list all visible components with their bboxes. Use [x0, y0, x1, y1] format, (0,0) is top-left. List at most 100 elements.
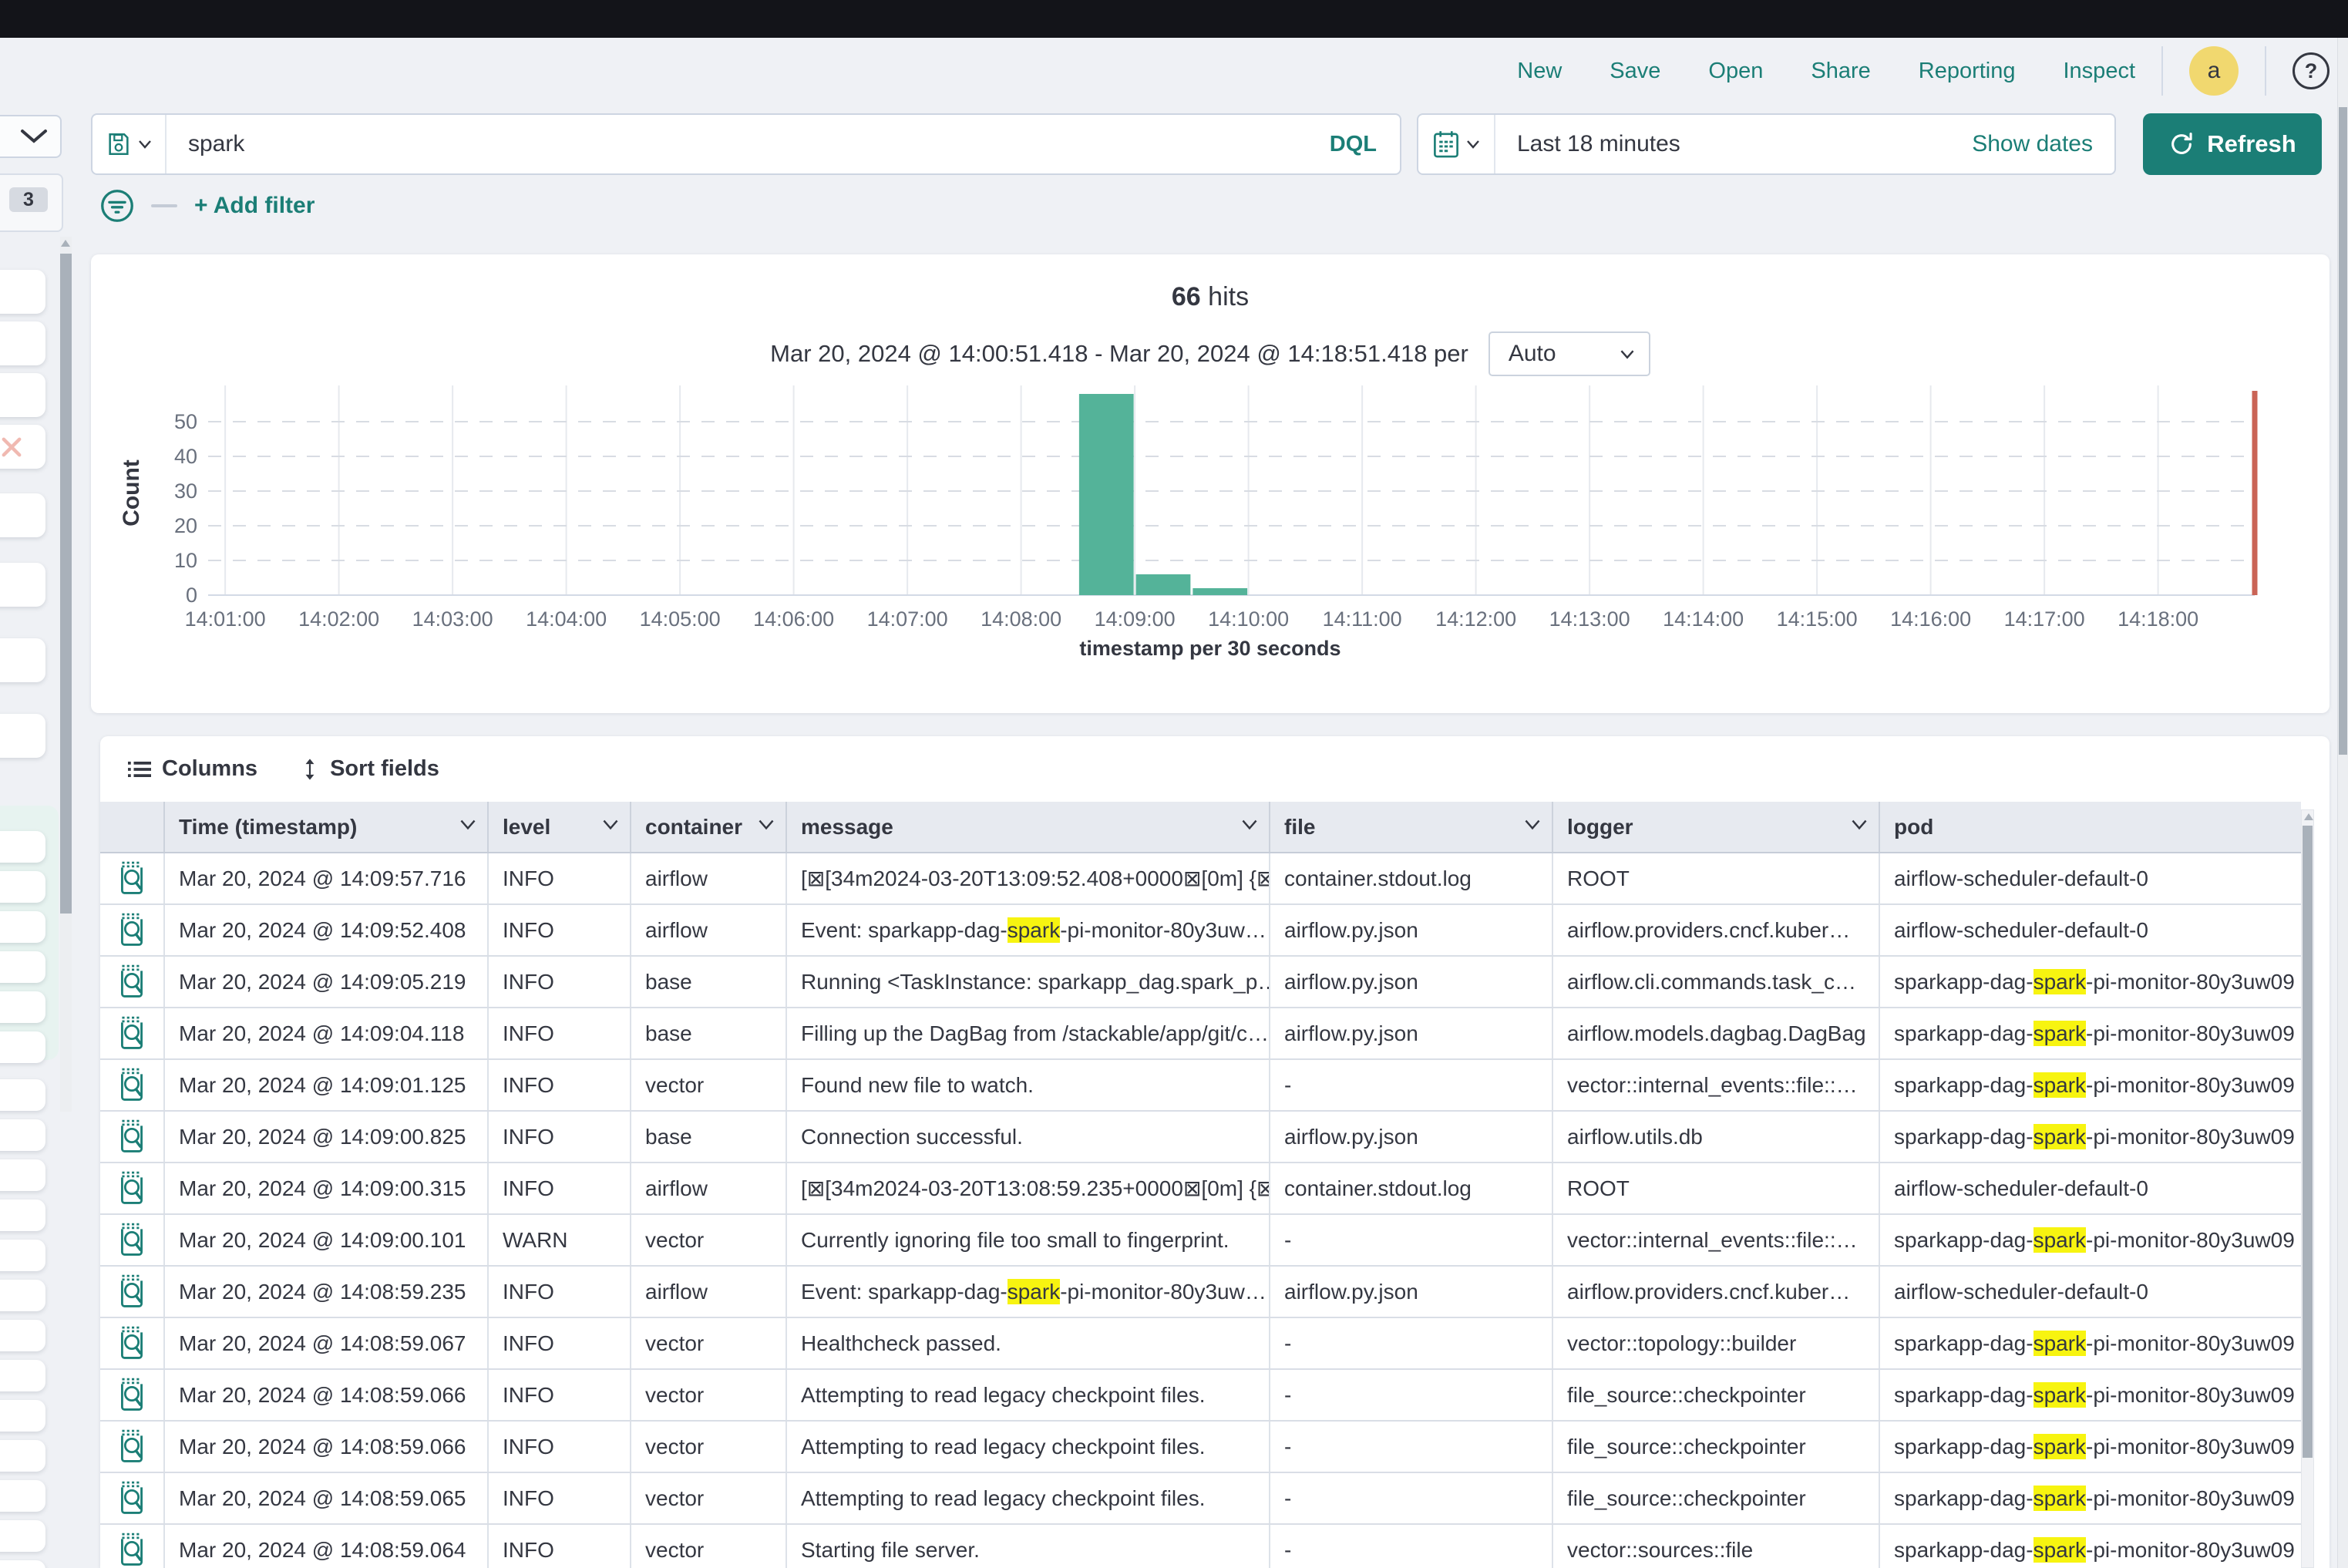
x-tick-label: 14:18:00: [2118, 607, 2198, 631]
cell-message: Connection successful.: [785, 1111, 1270, 1163]
help-icon[interactable]: ?: [2292, 52, 2329, 89]
nav-link-share[interactable]: Share: [1811, 58, 1871, 83]
cell-pod: airflow-scheduler-default-0: [1879, 1266, 2301, 1318]
table-row: Mar 20, 2024 @ 14:08:59.067 INFO vector Hea…: [100, 1317, 2301, 1370]
expand-document-button[interactable]: [117, 1167, 146, 1206]
field-card[interactable]: [0, 638, 45, 682]
left-sidebar-truncated: 3: [0, 38, 80, 1568]
column-label: pod: [1894, 814, 1934, 839]
y-axis-title: Count: [119, 459, 144, 527]
cell-file: airflow.py.json: [1269, 1266, 1552, 1318]
column-header-expand: [100, 802, 164, 853]
field-card[interactable]: [0, 1031, 45, 1063]
hits-title: 66 hits: [91, 282, 2329, 312]
expand-document-button[interactable]: [117, 857, 146, 897]
expand-document-button[interactable]: [117, 909, 146, 948]
column-header-time[interactable]: Time (timestamp): [163, 802, 488, 853]
avatar[interactable]: a: [2189, 46, 2239, 96]
sidebar-scrollbar[interactable]: [60, 237, 72, 1112]
expand-document-button[interactable]: [117, 961, 146, 1000]
field-card[interactable]: [0, 1320, 45, 1351]
field-card[interactable]: [0, 1200, 45, 1231]
expand-document-button[interactable]: [117, 1064, 146, 1103]
field-card[interactable]: [0, 373, 45, 417]
expand-document-button[interactable]: [117, 1477, 146, 1516]
sort-fields-button[interactable]: Sort fields: [301, 756, 439, 782]
field-card[interactable]: [0, 1560, 45, 1568]
calendar-button[interactable]: [1418, 115, 1495, 173]
cell-container: airflow: [630, 904, 786, 957]
expand-document-button[interactable]: [117, 1270, 146, 1310]
x-tick-label: 14:14:00: [1663, 607, 1744, 631]
nav-link-inspect[interactable]: Inspect: [2063, 58, 2136, 83]
field-card[interactable]: [0, 270, 45, 314]
nav-link-new[interactable]: New: [1517, 58, 1563, 83]
expand-document-button[interactable]: [117, 1529, 146, 1568]
page-scrollbar[interactable]: [2337, 38, 2348, 1568]
field-card[interactable]: [0, 425, 45, 469]
column-header-message[interactable]: message: [785, 802, 1270, 853]
expand-document-button[interactable]: [117, 1425, 146, 1465]
query-bar: DQL: [91, 113, 1401, 175]
expand-document-button[interactable]: [117, 1219, 146, 1258]
y-tick-label: 10: [174, 549, 197, 572]
field-card[interactable]: [0, 714, 45, 758]
sidebar-scrollbar-thumb[interactable]: [60, 254, 72, 914]
columns-button[interactable]: Columns: [128, 756, 257, 782]
selected-fields-count-badge: 3: [9, 187, 48, 212]
search-input[interactable]: [167, 131, 1307, 157]
field-card[interactable]: [0, 1440, 45, 1472]
histogram-bar[interactable]: [1135, 574, 1191, 595]
field-card[interactable]: [0, 951, 45, 983]
expand-document-button[interactable]: [117, 1322, 146, 1361]
chevron-down-icon: [1467, 140, 1479, 149]
field-card[interactable]: [0, 1240, 45, 1271]
field-card[interactable]: [0, 1400, 45, 1432]
cell-container: base: [630, 1008, 786, 1060]
field-card[interactable]: [0, 911, 45, 943]
nav-divider: [2265, 46, 2266, 96]
saved-query-button[interactable]: [93, 115, 167, 173]
cell-pod: sparkapp-dag-spark-pi-monitor-80y3uw09: [1879, 1524, 2301, 1568]
expand-document-button[interactable]: [117, 1012, 146, 1052]
query-language-button[interactable]: DQL: [1329, 131, 1377, 156]
table-scrollbar[interactable]: [2301, 809, 2314, 1568]
field-card[interactable]: [0, 1159, 45, 1191]
show-dates-button[interactable]: Show dates: [1972, 131, 2093, 156]
refresh-button[interactable]: Refresh: [2143, 113, 2322, 175]
field-card[interactable]: [0, 1360, 45, 1391]
time-range-label[interactable]: Last 18 minutes: [1517, 131, 1680, 156]
field-card[interactable]: [0, 493, 45, 537]
table-scrollbar-thumb[interactable]: [2303, 826, 2313, 1458]
sidebar-collapse-button[interactable]: [0, 115, 62, 158]
field-card[interactable]: [0, 871, 45, 903]
field-card[interactable]: [0, 1520, 45, 1552]
histogram-bar[interactable]: [1078, 394, 1134, 595]
field-card[interactable]: [0, 991, 45, 1023]
field-card[interactable]: [0, 563, 45, 607]
histogram-bar[interactable]: [1193, 588, 1248, 595]
expand-document-button[interactable]: [117, 1115, 146, 1155]
interval-select[interactable]: Auto: [1488, 331, 1650, 376]
add-filter-button[interactable]: + Add filter: [194, 193, 315, 218]
cell-time: Mar 20, 2024 @ 14:09:52.408: [163, 904, 488, 957]
nav-link-save[interactable]: Save: [1610, 58, 1661, 83]
nav-link-reporting[interactable]: Reporting: [1918, 58, 2016, 83]
column-header-container[interactable]: container: [630, 802, 786, 853]
column-header-file[interactable]: file: [1269, 802, 1552, 853]
field-card[interactable]: [0, 831, 45, 863]
field-card[interactable]: [0, 1280, 45, 1311]
field-card[interactable]: [0, 1480, 45, 1512]
nav-link-open[interactable]: Open: [1708, 58, 1764, 83]
cell-level: INFO: [487, 1421, 631, 1473]
filter-icon[interactable]: [100, 189, 134, 223]
field-card[interactable]: [0, 1079, 45, 1111]
column-header-logger[interactable]: logger: [1552, 802, 1879, 853]
field-card[interactable]: [0, 1119, 45, 1151]
column-header-level[interactable]: level: [487, 802, 631, 853]
page-scrollbar-thumb[interactable]: [2339, 107, 2347, 755]
cell-time: Mar 20, 2024 @ 14:09:04.118: [163, 1008, 488, 1060]
column-header-pod[interactable]: pod: [1879, 802, 2301, 853]
field-card[interactable]: [0, 321, 45, 365]
expand-document-button[interactable]: [117, 1374, 146, 1413]
